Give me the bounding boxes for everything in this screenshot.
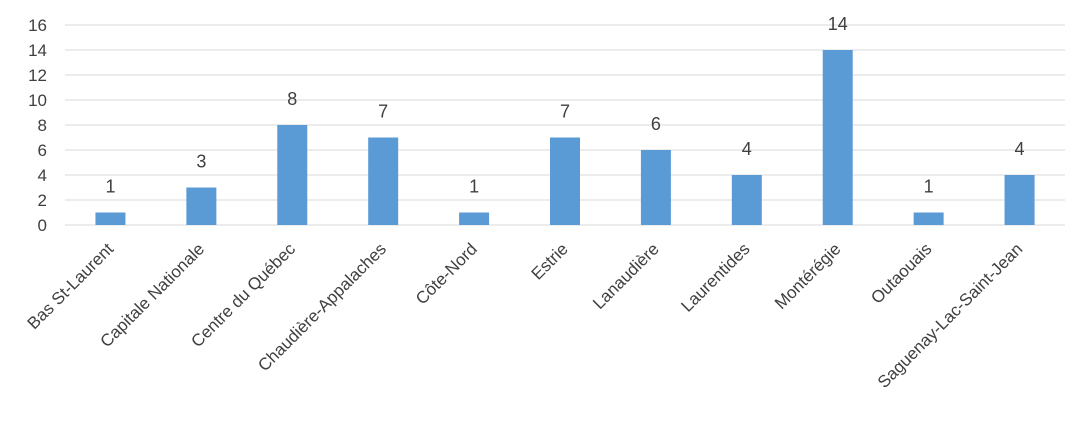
y-tick-label: 0 (38, 216, 47, 235)
bar (368, 137, 399, 225)
bar (186, 187, 217, 225)
data-label: 14 (828, 14, 848, 34)
y-axis-ticks: 0 2 4 6 8 10 12 14 16 (28, 16, 47, 235)
y-tick-label: 6 (38, 141, 47, 160)
data-label: 7 (378, 102, 388, 122)
y-tick-label: 2 (38, 191, 47, 210)
data-label: 1 (105, 177, 115, 197)
category-label: Lanaudière (589, 239, 663, 313)
data-label: 4 (1015, 139, 1025, 159)
data-label: 1 (469, 177, 479, 197)
data-label: 1 (924, 177, 934, 197)
category-label: Bas St-Laurent (24, 239, 118, 333)
bars (95, 50, 1035, 225)
category-label: Estrie (528, 239, 572, 283)
bar (640, 150, 671, 225)
bar (550, 137, 580, 225)
category-label: Montérégie (771, 239, 845, 313)
data-label: 7 (560, 102, 570, 122)
data-label: 4 (742, 139, 752, 159)
gridlines (65, 24, 1065, 226)
category-label: Laurentides (677, 239, 753, 315)
y-tick-label: 8 (38, 116, 47, 135)
y-tick-label: 16 (28, 16, 47, 35)
bar (95, 212, 126, 225)
data-label: 3 (196, 152, 206, 172)
bar (277, 125, 308, 225)
category-label: Côte-Nord (412, 239, 481, 308)
bar (459, 212, 490, 225)
y-tick-label: 14 (28, 41, 47, 60)
bar (1004, 175, 1035, 225)
category-label: Outaouais (867, 239, 935, 307)
bar (731, 175, 762, 225)
bar (822, 50, 853, 225)
bar (913, 212, 944, 225)
y-tick-label: 10 (28, 91, 47, 110)
data-label: 6 (651, 114, 661, 134)
y-tick-label: 12 (28, 66, 47, 85)
category-label: Saguenay-Lac-Saint-Jean (874, 239, 1026, 391)
y-tick-label: 4 (38, 166, 47, 185)
data-label: 8 (287, 89, 297, 109)
